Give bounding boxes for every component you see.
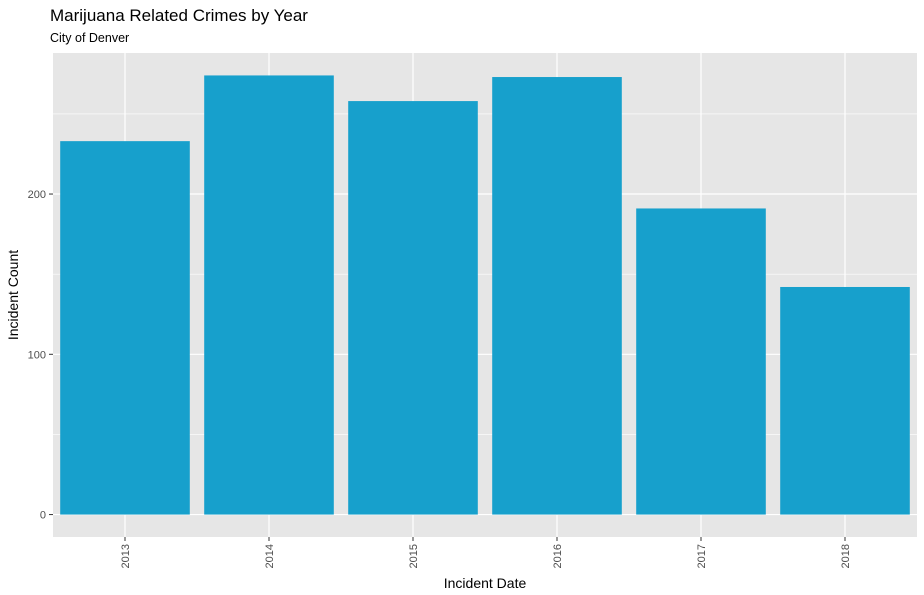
bar-2015 — [348, 101, 478, 515]
x-axis-ticks: 2013 2014 2015 2016 2017 2018 — [120, 537, 852, 568]
bar-2018 — [780, 286, 910, 515]
bars — [60, 75, 910, 515]
x-tick-label: 2013 — [120, 544, 132, 568]
y-tick-label: 0 — [40, 510, 46, 522]
y-tick-label: 200 — [28, 189, 46, 201]
y-axis-ticks: 0 100 200 — [28, 189, 53, 522]
bar-2016 — [492, 77, 622, 515]
bar-2013 — [60, 141, 190, 515]
y-tick-label: 100 — [28, 349, 46, 361]
chart-title: Marijuana Related Crimes by Year — [50, 6, 308, 25]
y-axis-title: Incident Count — [5, 250, 21, 340]
bar-2014 — [204, 75, 334, 515]
x-tick-label: 2016 — [552, 544, 564, 568]
x-tick-label: 2018 — [840, 544, 852, 568]
grid-minor-lines — [53, 113, 917, 435]
bar-2017 — [636, 208, 766, 515]
x-tick-label: 2014 — [264, 544, 276, 568]
chart-subtitle: City of Denver — [50, 31, 129, 45]
plot-panel — [53, 53, 917, 537]
x-tick-label: 2017 — [696, 544, 708, 568]
x-tick-label: 2015 — [408, 544, 420, 568]
x-axis-title: Incident Date — [444, 575, 527, 591]
